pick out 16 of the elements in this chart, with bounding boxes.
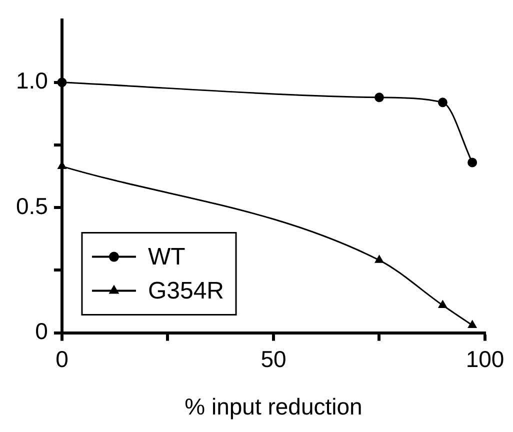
x-tick-label: 0 xyxy=(56,346,68,372)
y-tick-label: 0 xyxy=(35,318,48,344)
point xyxy=(438,98,448,108)
point xyxy=(374,92,384,102)
point xyxy=(57,78,67,88)
x-tick-label: 100 xyxy=(466,346,504,372)
x-axis-title: % input reduction xyxy=(184,394,362,420)
legend-label: WT xyxy=(148,243,186,270)
x-tick-label: 50 xyxy=(260,346,286,372)
y-tick-label: 0.5 xyxy=(16,192,48,219)
legend-label: G354R xyxy=(148,277,224,304)
point xyxy=(375,255,384,263)
point xyxy=(468,158,478,168)
point xyxy=(468,320,477,328)
y-tick-label: 1.0 xyxy=(16,68,48,94)
point xyxy=(438,300,447,308)
